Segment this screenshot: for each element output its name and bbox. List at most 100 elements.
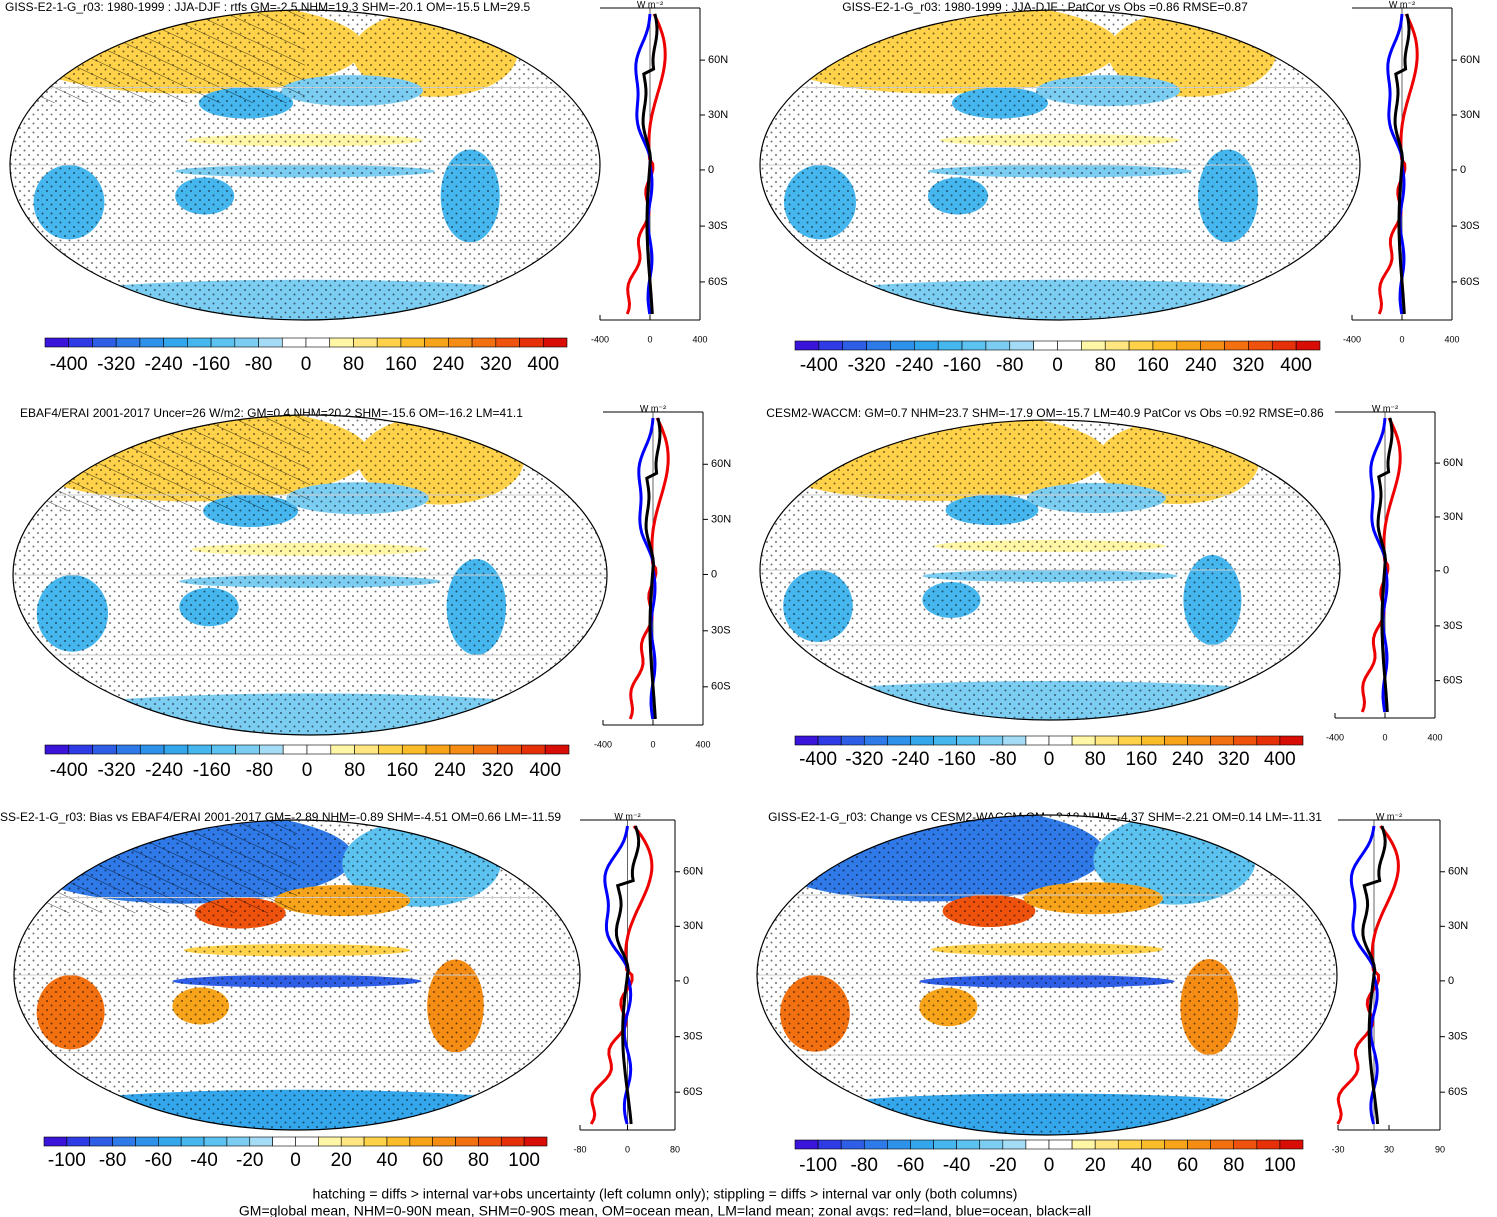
lat-tick-label: 60S (711, 681, 731, 693)
colorbar-box (1081, 340, 1106, 351)
all-profile (1376, 417, 1394, 713)
lat-tick-label: 60N (708, 54, 728, 66)
colorbar-box (495, 337, 520, 348)
colorbar-box (234, 337, 259, 348)
colorbar-label: 240 (434, 760, 466, 781)
colorbar-box (1233, 735, 1258, 746)
colorbar-label: 320 (480, 354, 512, 375)
map (757, 815, 1337, 1135)
x-tick-label: 400 (1444, 334, 1459, 344)
colorbar-box (282, 744, 308, 755)
x-tick-label: 30 (1384, 1144, 1394, 1154)
x-tick-label: 400 (692, 334, 707, 344)
map (760, 420, 1340, 720)
colorbar-box (295, 1136, 319, 1147)
colorbar-box (866, 340, 891, 351)
colorbar-box (956, 1139, 981, 1150)
colorbar-label: 40 (376, 1150, 397, 1171)
colorbar-box (449, 744, 475, 755)
colorbar-box (887, 1139, 911, 1150)
colorbar-label: 240 (1185, 355, 1217, 376)
lat-tick-label: 60N (1443, 457, 1463, 469)
colorbar-box (68, 337, 93, 348)
lat-tick-label: 60N (711, 458, 731, 470)
colorbar-box (330, 744, 355, 755)
colorbar-box (544, 744, 570, 755)
colorbar-box (272, 1136, 296, 1147)
x-tick-label: 0 (625, 1144, 630, 1154)
all-profile (641, 13, 659, 315)
colorbar-box (523, 1136, 548, 1147)
colorbar-box (478, 1136, 502, 1147)
profile-unit: W m⁻² (1389, 0, 1415, 9)
colorbar-box (1152, 340, 1178, 351)
colorbar-box (933, 735, 957, 746)
colorbar-box (1025, 1139, 1050, 1150)
footer-line: hatching = diffs > internal var+obs unce… (313, 1186, 1018, 1202)
colorbar-label: -400 (799, 749, 837, 770)
lat-tick-label: 30N (683, 920, 703, 932)
colorbar-box (1033, 340, 1058, 351)
x-tick-label: 400 (1427, 732, 1442, 742)
x-tick-label: 0 (650, 739, 655, 749)
map-border (9, 9, 601, 321)
colorbar-label: -20 (989, 1155, 1016, 1176)
footer-line: GM=global mean, NHM=0-90N mean, SHM=0-90… (239, 1203, 1091, 1217)
colorbar-box (521, 744, 546, 755)
lat-tick-label: 60S (1460, 276, 1480, 288)
colorbar-label: -240 (895, 355, 933, 376)
panel: EBAF4/ERAI 2001-2017 Uncer=26 W/m2: GM=0… (12, 403, 731, 781)
x-tick-label: -400 (1326, 732, 1344, 742)
land-profile (1377, 13, 1419, 315)
colorbar-box (135, 1136, 159, 1147)
x-tick-label: 90 (1435, 1144, 1445, 1154)
map-border (756, 814, 1338, 1136)
lat-tick-label: 30N (1448, 920, 1468, 932)
colorbar-box (863, 1139, 888, 1150)
colorbar-box (448, 337, 473, 348)
colorbar-label: -320 (848, 355, 886, 376)
lat-tick-label: 30S (683, 1031, 703, 1043)
lat-tick-label: 60N (1460, 54, 1480, 66)
lat-tick-label: 30N (708, 109, 728, 121)
colorbar-label: -400 (800, 355, 838, 376)
colorbar-label: 40 (1131, 1155, 1152, 1176)
colorbar-box (1002, 735, 1027, 746)
lat-tick-label: 60S (708, 276, 728, 288)
panel: GISS-E2-1-G_r03: 1980-1999 : JJA-DJF : P… (759, 0, 1480, 376)
x-tick-label: -30 (1331, 1144, 1344, 1154)
colorbar-box (211, 744, 236, 755)
map (14, 820, 580, 1130)
colorbar-box (1057, 340, 1082, 351)
lat-tick-label: 60S (1443, 675, 1463, 687)
lat-tick-label: 60N (683, 866, 703, 878)
colorbar-label: 240 (1172, 749, 1204, 770)
colorbar-box (409, 1136, 433, 1147)
colorbar-box (840, 1139, 865, 1150)
colorbar-label: -160 (938, 749, 976, 770)
land-profile (625, 13, 667, 315)
land-profile (589, 825, 654, 1125)
lat-tick-label: 0 (1460, 164, 1466, 176)
colorbar-box (259, 744, 284, 755)
colorbar-box (497, 744, 522, 755)
colorbar-label: -60 (145, 1150, 172, 1171)
colorbar-box (1117, 1139, 1142, 1150)
hatching (10, 10, 305, 103)
colorbar-box (1256, 1139, 1281, 1150)
colorbar-label: -160 (943, 355, 981, 376)
colorbar-box (424, 337, 449, 348)
all-profile (614, 825, 641, 1125)
colorbar-box (455, 1136, 479, 1147)
lat-tick-label: 30N (1443, 511, 1463, 523)
colorbar-label: 60 (1177, 1155, 1198, 1176)
colorbar-label: 400 (1264, 749, 1296, 770)
colorbar-box (1071, 1139, 1096, 1150)
colorbar-box (226, 1136, 251, 1147)
colorbar-box (44, 337, 70, 348)
x-tick-label: -400 (594, 739, 612, 749)
lat-tick-label: 30S (711, 625, 731, 637)
lat-tick-label: 30N (711, 513, 731, 525)
x-tick-label: 0 (1399, 334, 1404, 344)
colorbar-label: 160 (1137, 355, 1169, 376)
